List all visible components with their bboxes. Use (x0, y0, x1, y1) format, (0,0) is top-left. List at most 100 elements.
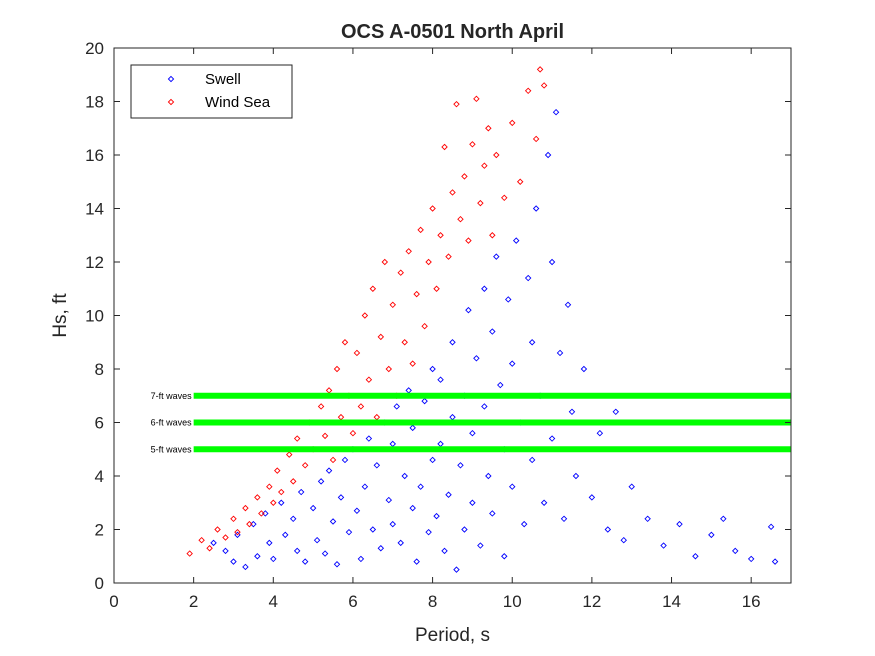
data-point (313, 536, 321, 544)
data-point (341, 456, 349, 464)
data-point (481, 162, 488, 169)
data-point (325, 387, 333, 394)
y-tick-label: 4 (95, 467, 104, 486)
data-point (528, 456, 536, 464)
data-point (349, 429, 357, 437)
x-tick-label: 0 (109, 592, 118, 611)
data-point (429, 365, 436, 373)
data-point (282, 531, 289, 539)
data-point (285, 451, 293, 458)
y-tick-label: 8 (95, 360, 104, 379)
data-point (512, 237, 520, 244)
data-point (254, 494, 261, 501)
data-point (568, 408, 576, 416)
data-point (771, 558, 779, 565)
data-point (278, 488, 285, 496)
y-tick-label: 20 (85, 39, 104, 58)
data-point (449, 339, 456, 346)
data-point (676, 520, 683, 528)
data-point (441, 547, 448, 555)
data-point (381, 258, 389, 266)
data-point (329, 518, 337, 525)
data-point (345, 528, 353, 536)
data-point (747, 555, 755, 563)
data-point (389, 440, 397, 448)
data-point (405, 387, 412, 394)
data-point (222, 547, 229, 555)
data-point (588, 494, 596, 501)
plot-frame (113, 47, 792, 584)
legend: Swell Wind Sea (130, 64, 293, 119)
data-point (333, 365, 341, 373)
data-point (365, 376, 373, 383)
data-point (329, 456, 337, 464)
data-point (516, 178, 524, 185)
data-point (405, 248, 412, 255)
data-point (473, 95, 480, 103)
data-point (469, 499, 476, 506)
data-point (580, 365, 588, 373)
data-point (493, 253, 500, 260)
data-point (437, 376, 444, 383)
data-point (497, 381, 504, 389)
data-point (469, 429, 476, 437)
y-tick-label: 10 (85, 307, 104, 326)
data-point (508, 360, 516, 367)
legend-marker (167, 98, 175, 106)
x-axis-label: Period, s (415, 625, 490, 646)
legend-label: Swell (205, 71, 241, 88)
data-point (767, 523, 775, 531)
data-point (321, 432, 329, 440)
x-tick-label: 16 (742, 592, 761, 611)
y-tick-label: 18 (85, 93, 104, 112)
data-point (385, 496, 393, 504)
series-0 (210, 108, 779, 573)
data-point (393, 403, 400, 410)
data-point (373, 413, 381, 421)
data-point (385, 365, 393, 373)
data-point (325, 467, 333, 474)
data-point (266, 483, 273, 490)
y-tick-label: 12 (85, 253, 104, 272)
data-point (552, 108, 560, 116)
data-point (437, 440, 444, 448)
data-point (214, 526, 221, 533)
data-point (230, 515, 237, 523)
data-point (278, 499, 285, 506)
data-point (477, 542, 484, 549)
reference-lines: 5-ft waves 6-ft waves 7-ft waves (151, 391, 791, 454)
data-point (524, 87, 532, 95)
data-point (457, 462, 464, 469)
data-point (469, 141, 476, 148)
data-point (230, 558, 237, 565)
data-point (417, 483, 424, 490)
data-point (234, 531, 241, 539)
reference-line-label: 6-ft waves (151, 418, 193, 428)
scatter-marks (186, 66, 779, 573)
data-point (501, 553, 508, 560)
data-point (242, 504, 249, 512)
data-point (321, 550, 329, 557)
reference-line-label: 5-ft waves (151, 444, 193, 454)
data-point (429, 205, 436, 212)
y-axis-label: Hs, ft (50, 293, 71, 338)
x-tick-label: 12 (582, 592, 601, 611)
data-point (309, 504, 317, 512)
data-point (501, 194, 508, 202)
data-point (373, 462, 381, 469)
data-point (409, 360, 416, 367)
series-1 (186, 66, 548, 557)
data-point (548, 435, 556, 442)
data-point (445, 491, 452, 498)
data-point (720, 515, 727, 523)
x-tick-label: 6 (348, 592, 357, 611)
data-point (596, 429, 604, 437)
data-point (206, 544, 213, 552)
data-point (489, 510, 496, 517)
data-point (457, 215, 464, 223)
data-point (289, 478, 297, 485)
data-point (357, 555, 365, 563)
data-point (246, 520, 253, 528)
data-point (409, 424, 416, 432)
y-tick-label: 0 (95, 574, 104, 593)
